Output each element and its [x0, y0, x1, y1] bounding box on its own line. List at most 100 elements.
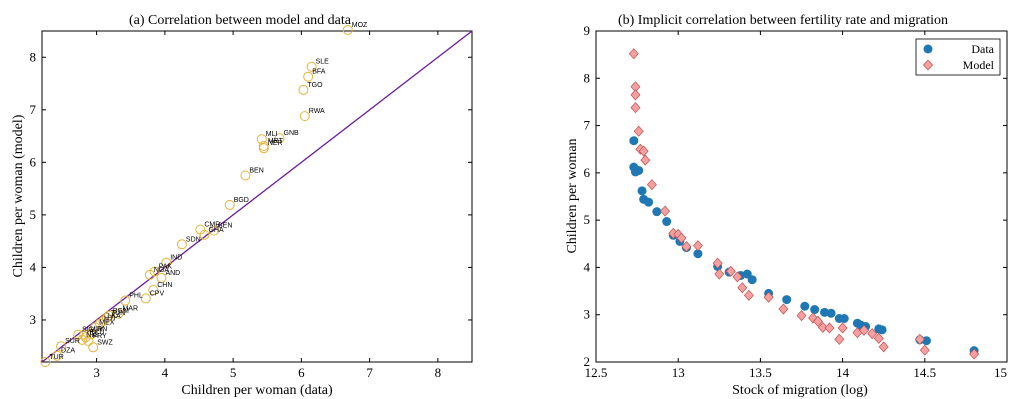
- data-point: [800, 301, 810, 311]
- model-point: [919, 344, 930, 356]
- point-label: SLV: [82, 327, 95, 334]
- x-tick-label: 14: [836, 365, 850, 380]
- scatter-point: [240, 170, 251, 181]
- data-point: [747, 275, 757, 285]
- y-tick-label: 6: [584, 165, 591, 180]
- model-point: [796, 310, 807, 322]
- scatter-point: [299, 111, 310, 122]
- panel-b-model-series: [628, 48, 980, 360]
- data-point: [877, 325, 887, 335]
- legend-data-marker: [923, 44, 933, 54]
- legend-model-marker: [923, 59, 933, 71]
- point-label: BFA: [312, 69, 326, 76]
- data-point: [782, 295, 792, 305]
- scatter-point: [274, 133, 285, 144]
- scatter-point: [88, 342, 99, 353]
- x-tick-label: 4: [162, 365, 169, 380]
- point-label: DZA: [61, 348, 75, 355]
- data-point: [810, 305, 820, 315]
- scatter-point: [306, 61, 317, 72]
- legend-data-label: Data: [971, 42, 994, 56]
- y-tick-label: 5: [584, 212, 591, 227]
- point-label: NGA: [154, 267, 170, 274]
- model-point: [712, 257, 723, 269]
- model-point: [763, 291, 774, 303]
- y-tick-label: 4: [30, 259, 37, 274]
- scatter-point: [103, 310, 114, 321]
- y-tick-label: 3: [584, 307, 591, 322]
- model-point: [778, 303, 789, 315]
- data-point: [637, 186, 647, 196]
- panel-b-y-ticks: 2 3 4 5 6 7 8 9: [584, 23, 1007, 369]
- point-label: SUR: [65, 338, 80, 345]
- model-point: [628, 48, 639, 60]
- x-tick-label: 3: [93, 365, 100, 380]
- point-label: BGD: [234, 197, 249, 204]
- point-label: NER: [268, 140, 283, 147]
- x-tick-label: 14.5: [913, 365, 936, 380]
- model-point: [630, 89, 641, 101]
- scatter-point: [140, 293, 151, 304]
- point-label: CPV: [150, 290, 165, 297]
- model-point: [817, 321, 828, 334]
- y-tick-label: 9: [584, 23, 591, 38]
- point-label: SLE: [316, 59, 330, 66]
- point-label: RWA: [309, 108, 325, 115]
- model-point: [859, 324, 869, 336]
- model-point: [638, 145, 649, 157]
- point-label: IRN: [95, 326, 107, 333]
- x-tick-label: 13: [672, 365, 685, 380]
- scatter-point: [176, 239, 187, 250]
- y-tick-label: 7: [584, 118, 591, 133]
- panel-b-legend: Data Model: [915, 38, 1001, 76]
- point-label: MRT: [268, 138, 284, 145]
- panel-b-x-ticks: 12.5 13 13.5 14 14.5 15: [585, 31, 1008, 380]
- point-label: LKA: [107, 313, 121, 320]
- point-label: MLI: [266, 131, 278, 138]
- model-point: [660, 205, 671, 217]
- scatter-point: [101, 312, 112, 323]
- scatter-point: [224, 199, 235, 210]
- y-tick-label: 5: [30, 207, 37, 222]
- scatter-point: [83, 335, 94, 346]
- model-point: [732, 271, 743, 283]
- point-label: PAK: [159, 264, 173, 271]
- data-point: [652, 207, 662, 217]
- scatter-point: [303, 71, 314, 82]
- model-point: [676, 232, 687, 244]
- data-point: [693, 249, 703, 259]
- panel-a-x-ticks: 3 4 5 6 7 8: [93, 31, 441, 380]
- point-label: CMR: [204, 222, 220, 229]
- model-point: [630, 102, 641, 114]
- model-point: [681, 241, 692, 253]
- scatter-point: [258, 143, 269, 154]
- point-label: GUY: [88, 327, 104, 334]
- model-point: [914, 333, 925, 345]
- panel-a-title: (a) Correlation between model and data: [129, 13, 352, 28]
- x-tick-label: 5: [230, 365, 237, 380]
- model-point: [867, 328, 878, 340]
- model-point: [873, 332, 884, 344]
- x-tick-label: 6: [298, 365, 305, 380]
- model-point: [633, 125, 644, 137]
- point-label: GNB: [284, 130, 300, 137]
- point-label: SWZ: [97, 339, 113, 346]
- scatter-point: [113, 308, 124, 319]
- scatter-point: [120, 295, 131, 306]
- model-point: [692, 240, 703, 252]
- y-tick-label: 8: [30, 49, 37, 64]
- y-tick-label: 4: [584, 259, 591, 274]
- data-point: [826, 308, 836, 318]
- point-label: MOZ: [352, 22, 368, 29]
- point-label: GHA: [208, 227, 224, 234]
- point-label: TUN: [111, 310, 125, 317]
- panel-b-plot-frame: [595, 30, 1008, 363]
- y-tick-label: 7: [30, 102, 37, 117]
- scatter-point: [342, 24, 353, 35]
- point-label: MAR: [122, 306, 138, 313]
- point-label: TUR: [49, 354, 63, 361]
- point-label: BGM: [113, 308, 129, 315]
- model-point: [837, 322, 848, 334]
- point-label: ECU: [90, 329, 105, 336]
